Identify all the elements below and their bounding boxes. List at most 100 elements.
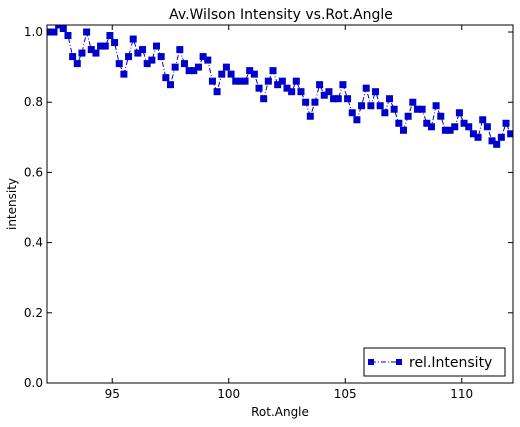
data-point xyxy=(250,70,258,78)
data-point xyxy=(111,39,119,47)
data-point xyxy=(255,84,263,92)
x-tick-label: 95 xyxy=(105,387,120,401)
x-tick-label: 100 xyxy=(217,387,240,401)
data-point xyxy=(157,53,165,61)
legend-box xyxy=(363,347,506,377)
y-tick-label: 1.0 xyxy=(24,25,43,39)
data-point xyxy=(446,126,454,134)
data-point xyxy=(148,56,156,64)
data-point xyxy=(241,77,249,85)
data-point xyxy=(432,102,440,110)
x-axis-label: Rot.Angle xyxy=(251,405,309,419)
data-point xyxy=(129,35,137,43)
data-point xyxy=(50,28,58,36)
data-point xyxy=(427,123,435,131)
data-point xyxy=(204,56,212,64)
y-tick-label: 0.8 xyxy=(24,95,43,109)
data-point xyxy=(194,63,202,71)
data-point xyxy=(166,81,174,89)
data-point xyxy=(358,102,366,110)
data-point xyxy=(316,81,324,89)
data-point xyxy=(278,77,286,85)
data-point xyxy=(55,25,63,29)
data-point xyxy=(488,137,496,145)
data-point xyxy=(320,91,328,99)
data-point xyxy=(185,67,193,75)
data-point xyxy=(339,81,347,89)
y-tick-label: 0.0 xyxy=(24,376,43,390)
data-point xyxy=(115,60,123,68)
data-point xyxy=(59,25,67,33)
legend-marker xyxy=(396,359,402,365)
data-point xyxy=(288,88,296,96)
y-tick-label: 0.2 xyxy=(24,306,43,320)
data-point xyxy=(479,116,487,124)
data-point xyxy=(493,140,501,148)
data-point xyxy=(451,123,459,131)
data-point xyxy=(143,60,151,68)
data-point xyxy=(236,77,244,85)
data-point xyxy=(348,109,356,117)
data-point xyxy=(227,70,235,78)
data-point xyxy=(409,98,417,106)
data-point xyxy=(353,116,361,124)
data-point xyxy=(292,77,300,85)
data-point xyxy=(376,102,384,110)
data-point xyxy=(441,126,449,134)
data-point xyxy=(134,49,142,57)
data-point xyxy=(153,42,161,50)
data-point xyxy=(395,119,403,127)
data-point xyxy=(306,112,314,120)
data-point xyxy=(120,70,128,78)
data-point xyxy=(180,60,188,68)
x-tick-label: 110 xyxy=(450,387,473,401)
data-point xyxy=(106,32,114,40)
data-point xyxy=(139,46,147,54)
data-point xyxy=(87,46,95,54)
data-point xyxy=(97,42,105,50)
data-point xyxy=(460,119,468,127)
data-point xyxy=(283,84,291,92)
y-tick-label: 0.6 xyxy=(24,165,43,179)
legend: rel.Intensity xyxy=(363,347,506,377)
data-point xyxy=(474,133,482,141)
data-point xyxy=(297,88,305,96)
data-point xyxy=(325,88,333,96)
y-axis-label: intensity xyxy=(5,178,19,230)
data-point xyxy=(213,88,221,96)
series-line xyxy=(49,25,512,146)
data-point xyxy=(218,70,226,78)
data-point xyxy=(399,126,407,134)
data-point xyxy=(404,112,412,120)
data-point xyxy=(83,28,91,36)
data-point xyxy=(455,109,463,117)
legend-marker xyxy=(368,359,374,365)
data-point xyxy=(413,105,421,113)
data-point xyxy=(367,102,375,110)
data-point xyxy=(302,98,310,106)
data-point xyxy=(232,77,240,85)
data-point xyxy=(344,95,352,103)
axis-ticks: 95 100 105 110 0.0 0.2 0.4 0.6 0.8 1.0 xyxy=(24,25,513,401)
data-point xyxy=(497,133,505,141)
data-point xyxy=(246,67,254,75)
data-point xyxy=(437,112,445,120)
data-point xyxy=(208,77,216,85)
y-tick-label: 0.4 xyxy=(24,236,43,250)
data-point xyxy=(418,105,426,113)
data-point xyxy=(64,32,72,40)
data-point xyxy=(483,123,491,131)
data-point xyxy=(386,95,394,103)
data-point xyxy=(362,84,370,92)
plot-series xyxy=(47,25,513,148)
data-point xyxy=(274,81,282,89)
data-point xyxy=(390,105,398,113)
series-group xyxy=(47,25,513,148)
data-point xyxy=(125,53,133,61)
data-point xyxy=(469,130,477,138)
data-point xyxy=(264,77,272,85)
data-point xyxy=(465,123,473,131)
data-point xyxy=(73,60,81,68)
data-point xyxy=(269,67,277,75)
